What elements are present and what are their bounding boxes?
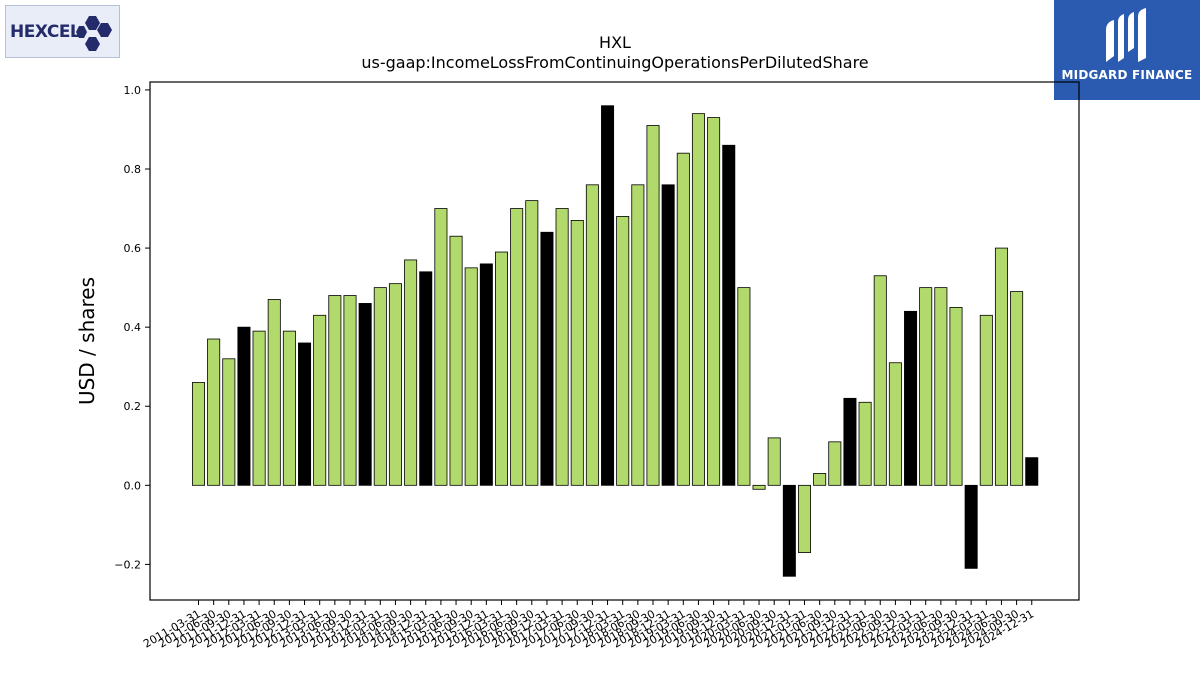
- bar: [707, 117, 721, 486]
- y-tick-label: 0.2: [124, 400, 142, 413]
- bar: [328, 295, 342, 486]
- y-axis-label: USD / shares: [75, 277, 99, 405]
- bar: [919, 287, 933, 486]
- bar: [646, 125, 660, 486]
- bar: [964, 484, 978, 569]
- bar: [494, 251, 508, 486]
- bar: [388, 283, 402, 486]
- bar: [798, 484, 812, 553]
- bar: [979, 314, 993, 486]
- bar: [949, 306, 963, 486]
- bar: [540, 231, 554, 486]
- bar: [570, 219, 584, 486]
- bar: [434, 208, 448, 486]
- chart-subtitle: us-gaap:IncomeLossFromContinuingOperatio…: [361, 53, 868, 72]
- bar: [222, 358, 236, 486]
- bar: [631, 184, 645, 486]
- bar: [843, 397, 857, 486]
- bar: [358, 303, 372, 486]
- bar: [601, 105, 615, 486]
- x-axis-ticks: 2011-03-312011-06-302011-09-302011-12-31…: [141, 600, 1036, 651]
- bar: [1025, 457, 1039, 486]
- bar: [616, 216, 630, 486]
- hexcel-logo-text: HEXCEL: [10, 22, 81, 42]
- hexagon-cluster-icon: [76, 16, 112, 51]
- bar: [904, 310, 918, 486]
- bar: [661, 184, 675, 486]
- bar: [282, 330, 296, 486]
- bar: [737, 287, 751, 486]
- bar: [828, 441, 842, 486]
- bar: [191, 382, 205, 486]
- bar: [207, 338, 221, 486]
- bar: [343, 295, 357, 486]
- y-tick-label: 0.6: [124, 242, 142, 255]
- bar: [752, 484, 766, 490]
- bar: [873, 275, 887, 486]
- bar: [464, 267, 478, 486]
- bar: [373, 287, 387, 486]
- bar: [479, 263, 493, 486]
- bars: [191, 105, 1039, 577]
- bar: [525, 200, 539, 486]
- midgard-logo-text: MIDGARD FINANCE: [1061, 68, 1193, 82]
- bar: [449, 235, 463, 486]
- bar: [298, 342, 312, 486]
- bar: [237, 326, 251, 486]
- y-tick-label: 0.0: [124, 479, 142, 492]
- y-tick-label: 0.8: [124, 163, 142, 176]
- chart-title: HXL: [599, 33, 631, 52]
- bar: [419, 271, 433, 486]
- bar: [676, 152, 690, 486]
- bar: [691, 113, 705, 486]
- y-axis-ticks: −0.2 0.0 0.2 0.4 0.6 0.8 1.0: [114, 84, 150, 571]
- bar: [994, 247, 1008, 486]
- y-tick-label: 0.4: [124, 321, 142, 334]
- bar: [510, 208, 524, 486]
- bar: [313, 314, 327, 486]
- hexcel-logo: HEXCEL: [5, 5, 120, 58]
- midgard-emblem-icon: [1106, 8, 1146, 62]
- bar: [813, 473, 827, 486]
- bar: [767, 437, 781, 486]
- bar: [1010, 291, 1024, 486]
- y-tick-label: 1.0: [124, 84, 142, 97]
- bar: [404, 259, 418, 486]
- y-tick-label: −0.2: [114, 558, 141, 571]
- bar: [888, 362, 902, 486]
- bar: [585, 184, 599, 486]
- bar: [858, 401, 872, 486]
- bar: [934, 287, 948, 486]
- bar: [782, 484, 796, 577]
- bar: [267, 299, 281, 486]
- bar: [722, 144, 736, 486]
- bar: [252, 330, 266, 486]
- plot-frame: [149, 81, 1080, 601]
- bar: [555, 208, 569, 486]
- midgard-finance-logo: MIDGARD FINANCE: [1054, 0, 1200, 100]
